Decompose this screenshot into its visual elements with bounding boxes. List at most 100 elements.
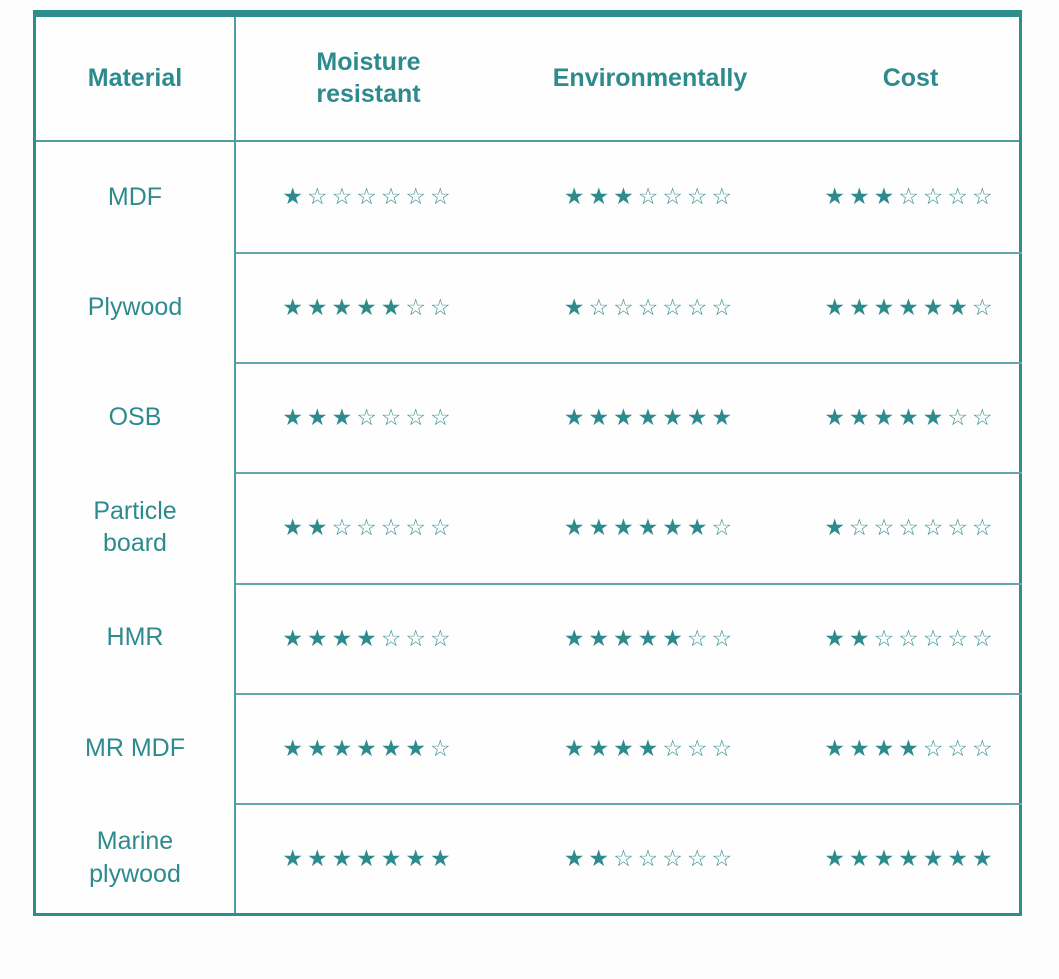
rating-cell-marine-plywood-moisture-resistant: ★★★★★★★ <box>236 802 501 913</box>
rating-cell-plywood-cost: ★★★★★★☆ <box>799 252 1022 362</box>
table-row: MDF ★☆☆☆☆☆☆ ★★★☆☆☆☆ ★★★☆☆☆☆ <box>36 142 1022 253</box>
rating-cell-osb-environmentally: ★★★★★★★ <box>501 362 799 472</box>
empty-stars-icon: ☆☆☆☆ <box>356 405 455 432</box>
empty-stars-icon: ☆☆☆☆ <box>898 184 997 211</box>
star-rating: ★★☆☆☆☆☆ <box>564 846 736 872</box>
empty-stars-icon: ☆ <box>972 295 997 322</box>
filled-stars-icon: ★★★★★★ <box>282 735 431 762</box>
filled-stars-icon: ★★★★★ <box>824 405 948 432</box>
empty-stars-icon: ☆☆ <box>405 295 455 322</box>
star-rating: ★★★★☆☆☆ <box>282 626 454 652</box>
star-rating: ★★★☆☆☆☆ <box>824 184 996 210</box>
header-moisture-resistant: Moisture resistant <box>236 17 501 140</box>
table-row: OSB ★★★☆☆☆☆ ★★★★★★★ ★★★★★☆☆ <box>36 362 1022 473</box>
empty-stars-icon: ☆☆☆☆☆ <box>613 845 737 872</box>
rating-cell-particle-board-cost: ★☆☆☆☆☆☆ <box>799 472 1022 582</box>
empty-stars-icon: ☆☆☆☆☆☆ <box>588 295 737 322</box>
table-header-row: Material Moisture resistant Environmenta… <box>36 17 1019 142</box>
table-row: HMR ★★★★☆☆☆ ★★★★★☆☆ ★★☆☆☆☆☆ <box>36 582 1022 693</box>
table-row: MR MDF ★★★★★★☆ ★★★★☆☆☆ ★★★★☆☆☆ <box>36 692 1022 803</box>
filled-stars-icon: ★★★★ <box>824 735 923 762</box>
filled-stars-icon: ★★★★★★ <box>824 295 973 322</box>
rating-cell-mdf-cost: ★★★☆☆☆☆ <box>799 142 1022 252</box>
rating-cell-hmr-moisture-resistant: ★★★★☆☆☆ <box>236 582 501 693</box>
empty-stars-icon: ☆☆☆☆☆ <box>873 625 997 652</box>
table-row: Particle board ★★☆☆☆☆☆ ★★★★★★☆ ★☆☆☆☆☆☆ <box>36 472 1022 583</box>
material-cell-mdf: MDF <box>36 142 236 253</box>
rating-cell-marine-plywood-cost: ★★★★★★★ <box>799 802 1022 913</box>
rating-cell-hmr-cost: ★★☆☆☆☆☆ <box>799 582 1022 693</box>
material-name: Marine plywood <box>89 827 181 888</box>
star-rating: ★★★★★★☆ <box>824 295 996 321</box>
star-rating: ★★★★★☆☆ <box>282 295 454 321</box>
empty-stars-icon: ☆☆☆☆☆ <box>331 515 455 542</box>
rating-cell-mr-mdf-environmentally: ★★★★☆☆☆ <box>501 692 799 803</box>
rating-cell-hmr-environmentally: ★★★★★☆☆ <box>501 582 799 693</box>
filled-stars-icon: ★ <box>282 184 307 211</box>
empty-stars-icon: ☆☆☆☆ <box>637 184 737 211</box>
table-body: MDF ★☆☆☆☆☆☆ ★★★☆☆☆☆ ★★★☆☆☆☆ Plywood ★★★★★☆☆ ★☆… <box>36 142 1022 913</box>
rating-cell-mdf-environmentally: ★★★☆☆☆☆ <box>501 142 799 252</box>
empty-stars-icon: ☆☆☆ <box>922 735 997 762</box>
star-rating: ★★★★★☆☆ <box>824 405 996 431</box>
empty-stars-icon: ☆☆ <box>947 405 997 432</box>
material-name: HMR <box>106 623 164 652</box>
filled-stars-icon: ★★★★ <box>563 735 663 762</box>
filled-stars-icon: ★ <box>824 515 849 542</box>
rating-cell-marine-plywood-environmentally: ★★☆☆☆☆☆ <box>501 802 799 913</box>
star-rating: ★☆☆☆☆☆☆ <box>564 295 736 321</box>
filled-stars-icon: ★★★★★★★ <box>282 845 455 872</box>
star-rating: ★★★★★★☆ <box>282 736 454 762</box>
star-rating: ★★★☆☆☆☆ <box>282 405 454 431</box>
star-rating: ★★★★★★★ <box>824 846 996 872</box>
material-cell-particle-board: Particle board <box>36 472 236 583</box>
star-rating: ★★★★★☆☆ <box>564 626 736 652</box>
star-rating: ★★☆☆☆☆☆ <box>282 515 454 541</box>
filled-stars-icon: ★★★★★ <box>282 295 406 322</box>
filled-stars-icon: ★★★★★★ <box>563 515 712 542</box>
material-name: Particle board <box>93 496 177 558</box>
material-name: Plywood <box>87 292 183 321</box>
rating-cell-particle-board-environmentally: ★★★★★★☆ <box>501 472 799 582</box>
material-cell-mr-mdf: MR MDF <box>36 692 236 803</box>
table-row: Plywood ★★★★★☆☆ ★☆☆☆☆☆☆ ★★★★★★☆ <box>36 252 1022 363</box>
empty-stars-icon: ☆☆☆ <box>662 735 737 762</box>
material-comparison-table: Material Moisture resistant Environmenta… <box>33 10 1022 916</box>
empty-stars-icon: ☆☆ <box>686 625 737 652</box>
filled-stars-icon: ★★★★★ <box>563 625 687 652</box>
star-rating: ★★☆☆☆☆☆ <box>824 626 996 652</box>
star-rating: ★★★★★★★ <box>282 846 454 872</box>
filled-stars-icon: ★★★ <box>282 405 357 432</box>
star-rating: ★★★★☆☆☆ <box>564 736 736 762</box>
filled-stars-icon: ★★★★ <box>282 625 381 652</box>
header-moisture-resistant-label: Moisture resistant <box>316 48 421 108</box>
material-cell-osb: OSB <box>36 362 236 473</box>
material-name: MR MDF <box>85 733 185 762</box>
material-cell-marine-plywood: Marine plywood <box>36 802 236 913</box>
filled-stars-icon: ★★★★★★★ <box>563 405 737 432</box>
filled-stars-icon: ★★ <box>563 845 614 872</box>
rating-cell-osb-cost: ★★★★★☆☆ <box>799 362 1022 472</box>
filled-stars-icon: ★★ <box>824 625 874 652</box>
rating-cell-mdf-moisture-resistant: ★☆☆☆☆☆☆ <box>236 142 501 252</box>
material-name: OSB <box>108 403 162 432</box>
star-rating: ★☆☆☆☆☆☆ <box>282 184 454 210</box>
filled-stars-icon: ★★★★★★★ <box>824 845 997 872</box>
material-cell-hmr: HMR <box>36 582 236 693</box>
star-rating: ★☆☆☆☆☆☆ <box>824 515 996 541</box>
table-row: Marine plywood ★★★★★★★ ★★☆☆☆☆☆ ★★★★★★★ <box>36 802 1022 913</box>
star-rating: ★★★★★★★ <box>564 405 736 431</box>
header-cost-label: Cost <box>882 63 939 92</box>
header-cost: Cost <box>799 17 1022 140</box>
rating-cell-mr-mdf-cost: ★★★★☆☆☆ <box>799 692 1022 803</box>
empty-stars-icon: ☆☆☆ <box>380 625 455 652</box>
filled-stars-icon: ★ <box>563 295 589 322</box>
header-environmentally-label: Environmentally <box>552 63 748 92</box>
star-rating: ★★★★★★☆ <box>564 515 736 541</box>
material-name: MDF <box>107 182 163 211</box>
header-environmentally: Environmentally <box>501 17 799 140</box>
rating-cell-particle-board-moisture-resistant: ★★☆☆☆☆☆ <box>236 472 501 582</box>
filled-stars-icon: ★★★ <box>824 184 899 211</box>
empty-stars-icon: ☆ <box>430 735 455 762</box>
